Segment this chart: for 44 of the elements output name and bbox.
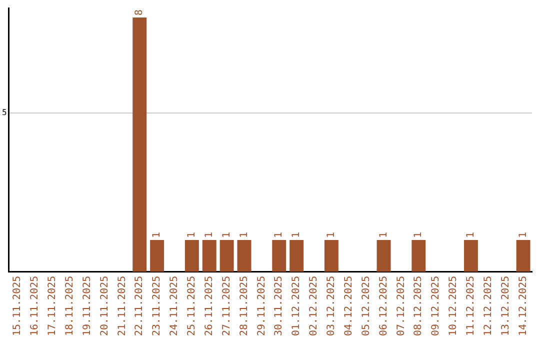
x-tick-label: 16.11.2025 (30, 276, 41, 336)
x-tick-label: 03.12.2025 (326, 276, 338, 336)
data-label: 8 (134, 10, 146, 16)
x-tick-label: 17.11.2025 (47, 276, 58, 336)
x-tick-label: 13.12.2025 (500, 276, 512, 336)
x-tick-label: 15.11.2025 (12, 276, 24, 336)
y-tick-label: 5 (2, 108, 7, 117)
x-tick-label: 25.11.2025 (186, 276, 198, 336)
x-tick-label: 28.11.2025 (238, 276, 250, 336)
x-tick-label: 09.12.2025 (430, 276, 442, 336)
x-tick-label: 21.11.2025 (116, 276, 128, 336)
data-label: 1 (186, 232, 198, 238)
x-tick-label: 07.12.2025 (396, 276, 407, 336)
data-label: 1 (152, 232, 163, 238)
data-label: 1 (326, 232, 338, 238)
x-tick-label: 01.12.2025 (291, 276, 302, 336)
data-label: 1 (413, 232, 424, 238)
data-label: 1 (378, 232, 390, 238)
x-tick-label: 23.11.2025 (152, 276, 163, 336)
x-tick-label: 04.12.2025 (343, 276, 354, 336)
data-label: 1 (221, 232, 232, 238)
x-tick-label: 27.11.2025 (221, 276, 232, 336)
x-tick-label: 20.11.2025 (99, 276, 110, 336)
x-tick-label: 29.11.2025 (256, 276, 268, 336)
x-tick-label: 08.12.2025 (413, 276, 424, 336)
x-tick-label: 11.12.2025 (466, 276, 477, 336)
data-label: 1 (274, 232, 285, 238)
x-tick-label: 14.12.2025 (518, 276, 529, 336)
data-label: 1 (238, 232, 250, 238)
x-tick-label: 18.11.2025 (64, 276, 76, 336)
x-tick-label: 06.12.2025 (378, 276, 390, 336)
x-tick-label: 05.12.2025 (360, 276, 372, 336)
data-label: 1 (466, 232, 477, 238)
x-tick-label: 19.11.2025 (82, 276, 93, 336)
x-tick-label: 22.11.2025 (134, 276, 146, 336)
x-tick-label: 26.11.2025 (204, 276, 215, 336)
data-label: 1 (204, 232, 215, 238)
x-tick-label: 10.12.2025 (448, 276, 460, 336)
x-tick-label: 30.11.2025 (274, 276, 285, 336)
x-tick-label: 02.12.2025 (308, 276, 320, 336)
x-tick-label: 24.11.2025 (169, 276, 180, 336)
x-tick-label: 12.12.2025 (482, 276, 494, 336)
data-label: 1 (291, 232, 302, 238)
data-label: 1 (518, 232, 529, 238)
